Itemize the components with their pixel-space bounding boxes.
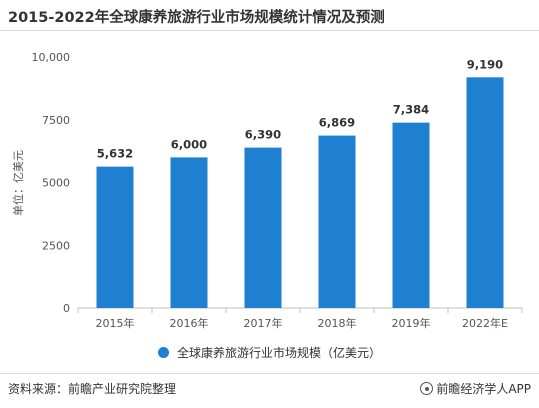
source-note: 资料来源：前瞻产业研究院整理	[8, 382, 177, 396]
legend: 全球康养旅游行业市场规模（亿美元）	[0, 344, 539, 361]
x-tick-label: 2019年	[392, 316, 431, 330]
x-tick-label: 2015年	[96, 316, 135, 330]
brand-logo-icon	[420, 382, 434, 395]
title-divider	[0, 30, 539, 31]
brand-credit: 前瞻经济学人APP	[420, 380, 531, 397]
legend-label: 全球康养旅游行业市场规模（亿美元）	[176, 346, 381, 360]
chart-title: 2015-2022年全球康养旅游行业市场规模统计情况及预测	[8, 10, 385, 26]
data-label: 6,869	[319, 116, 355, 130]
footer-divider	[0, 373, 539, 374]
y-tick-label: 2500	[42, 239, 70, 252]
y-tick-label: 10,000	[32, 51, 71, 64]
data-label: 7,384	[393, 103, 429, 117]
x-tick-label: 2022年E	[462, 316, 508, 330]
y-tick-label: 7500	[42, 114, 70, 127]
x-tick-label: 2017年	[244, 316, 283, 330]
data-label: 5,632	[97, 147, 133, 161]
bar	[96, 166, 134, 308]
x-tick-label: 2016年	[170, 316, 209, 330]
bar	[392, 122, 430, 309]
data-label: 6,000	[171, 137, 207, 151]
bar	[244, 147, 282, 308]
data-label: 6,390	[245, 128, 281, 142]
brand-name: 前瞻经济学人APP	[436, 382, 531, 396]
y-tick-label: 0	[63, 302, 70, 315]
bar	[318, 135, 356, 308]
data-label: 9,190	[467, 57, 503, 71]
bar	[466, 77, 504, 309]
bar	[170, 157, 208, 308]
x-tick-label: 2018年	[318, 316, 357, 330]
y-tick-label: 5000	[42, 177, 70, 190]
legend-marker	[157, 347, 169, 358]
y-axis-label: 单位：亿美元	[11, 150, 25, 216]
